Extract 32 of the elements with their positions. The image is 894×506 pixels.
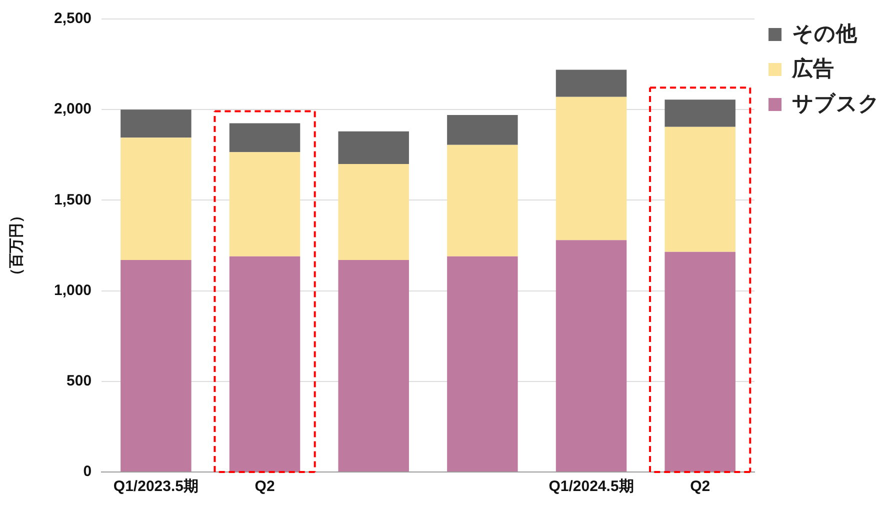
bar (664, 126, 736, 252)
y-tick-label: 2,000 (54, 100, 92, 118)
bar (338, 260, 409, 472)
bar (556, 96, 627, 240)
bar (338, 131, 409, 164)
bar (120, 138, 192, 260)
x-tick-label: Q1/2024.5期 (548, 478, 634, 496)
y-tick-label: 1,000 (54, 282, 92, 299)
bar (556, 240, 627, 472)
x-tick-label: Q1/2023.5期 (113, 478, 198, 496)
bar (556, 70, 627, 97)
bar (338, 164, 409, 260)
y-tick-label: 1,500 (54, 191, 92, 208)
bar (229, 256, 300, 472)
legend-label: その他 (792, 22, 858, 46)
bar (229, 123, 300, 152)
y-tick-label: 0 (83, 463, 92, 480)
bar (664, 252, 736, 472)
legend-label: 広告 (791, 56, 834, 80)
y-tick-label: 2,500 (54, 10, 92, 28)
bar (447, 256, 518, 472)
y-tick-label: 500 (66, 372, 92, 390)
bar (120, 260, 192, 472)
bar (229, 152, 300, 256)
legend-label: サブスク (792, 91, 880, 116)
y-axis-title: （百万円） (6, 208, 25, 283)
bar (120, 110, 192, 138)
bar (447, 115, 518, 145)
x-tick-label: Q2 (690, 478, 710, 496)
bar (447, 144, 518, 256)
x-tick-label: Q2 (254, 478, 275, 496)
bar (664, 100, 736, 127)
